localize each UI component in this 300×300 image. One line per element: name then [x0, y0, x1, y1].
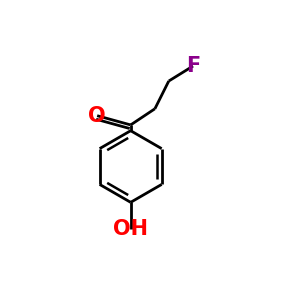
- Text: OH: OH: [113, 219, 148, 239]
- Text: O: O: [88, 106, 106, 126]
- Text: F: F: [186, 56, 200, 76]
